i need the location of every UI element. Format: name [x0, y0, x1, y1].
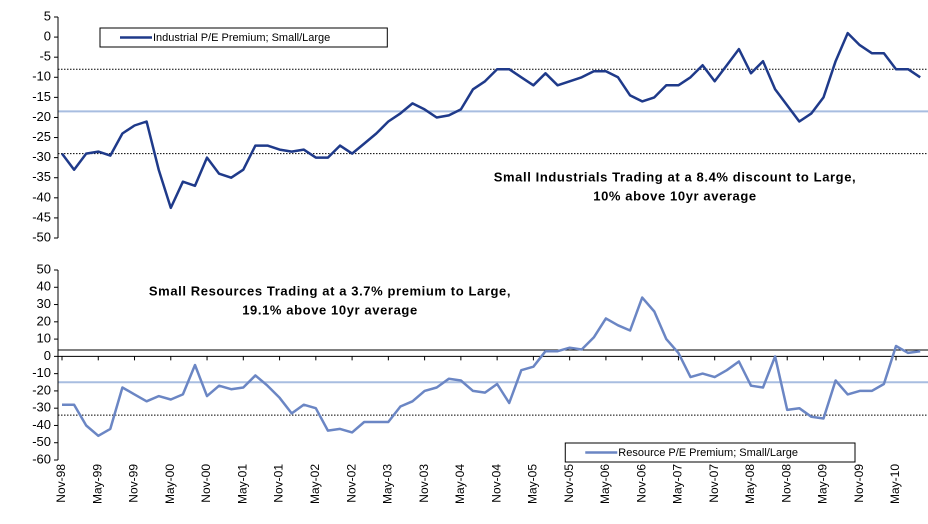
y-tick-label: 30 [37, 296, 51, 311]
x-tick-label: Nov-99 [127, 464, 141, 503]
y-tick-label: -20 [32, 382, 51, 397]
y-tick-label: -5 [39, 49, 51, 64]
x-tick-label: Nov-02 [344, 464, 358, 503]
y-tick-label: -30 [32, 400, 51, 415]
legend-label: Industrial P/E Premium; Small/Large [153, 32, 330, 44]
legend-box [564, 442, 856, 463]
x-tick-label: Nov-01 [272, 464, 286, 503]
x-tick-label: May-07 [671, 464, 685, 504]
y-tick-label: -10 [32, 69, 51, 84]
y-tick-label: -60 [32, 451, 51, 466]
y-tick-label: 5 [44, 8, 51, 23]
annotation: 10% above 10yr average [593, 188, 757, 203]
x-tick-label: Nov-06 [634, 464, 648, 503]
y-tick-label: -35 [32, 169, 51, 184]
y-tick-label: 0 [44, 348, 51, 363]
x-tick-label: Nov-98 [54, 464, 68, 503]
x-tick-label: Nov-07 [707, 464, 721, 503]
x-tick-label: Nov-04 [489, 464, 503, 503]
x-tick-label: Nov-05 [562, 464, 576, 503]
x-tick-label: Nov-00 [199, 464, 213, 503]
annotation: Small Resources Trading at a 3.7% premiu… [149, 283, 511, 298]
x-tick-label: May-02 [308, 464, 322, 504]
y-tick-label: -40 [32, 417, 51, 432]
x-tick-label: Nov-08 [779, 464, 793, 503]
legend: Resource P/E Premium; Small/Large [564, 442, 856, 463]
legend-box [99, 27, 388, 48]
x-tick-label: May-06 [598, 464, 612, 504]
y-tick-label: -25 [32, 129, 51, 144]
y-tick-label: -50 [32, 229, 51, 244]
y-tick-label: -20 [32, 109, 51, 124]
x-tick-label: May-00 [163, 464, 177, 504]
x-tick-label: May-03 [381, 464, 395, 504]
annotation: Small Industrials Trading at a 8.4% disc… [494, 169, 857, 184]
x-tick-label: May-99 [90, 464, 104, 504]
y-tick-label: 50 [37, 261, 51, 276]
series-line [61, 31, 921, 210]
y-tick-label: -10 [32, 365, 51, 380]
y-tick-label: -40 [32, 189, 51, 204]
x-tick-label: May-10 [888, 464, 902, 504]
y-tick-label: -15 [32, 89, 51, 104]
x-tick-label: May-01 [235, 464, 249, 504]
y-tick-label: -50 [32, 434, 51, 449]
x-tick-label: May-05 [526, 464, 540, 504]
y-tick-label: -45 [32, 209, 51, 224]
x-tick-label: May-09 [816, 464, 830, 504]
legend: Industrial P/E Premium; Small/Large [99, 27, 388, 48]
x-tick-label: Nov-09 [852, 464, 866, 503]
annotation: 19.1% above 10yr average [242, 302, 418, 317]
series-line [62, 296, 921, 438]
x-tick-label: May-08 [743, 464, 757, 504]
y-tick-label: 40 [37, 279, 51, 294]
y-tick-label: -30 [32, 149, 51, 164]
legend-label: Resource P/E Premium; Small/Large [618, 447, 798, 459]
y-tick-label: 20 [37, 313, 51, 328]
x-tick-label: May-04 [453, 464, 467, 504]
y-tick-label: 0 [44, 29, 51, 44]
y-tick-label: 10 [37, 331, 51, 346]
x-tick-label: Nov-03 [417, 464, 431, 503]
